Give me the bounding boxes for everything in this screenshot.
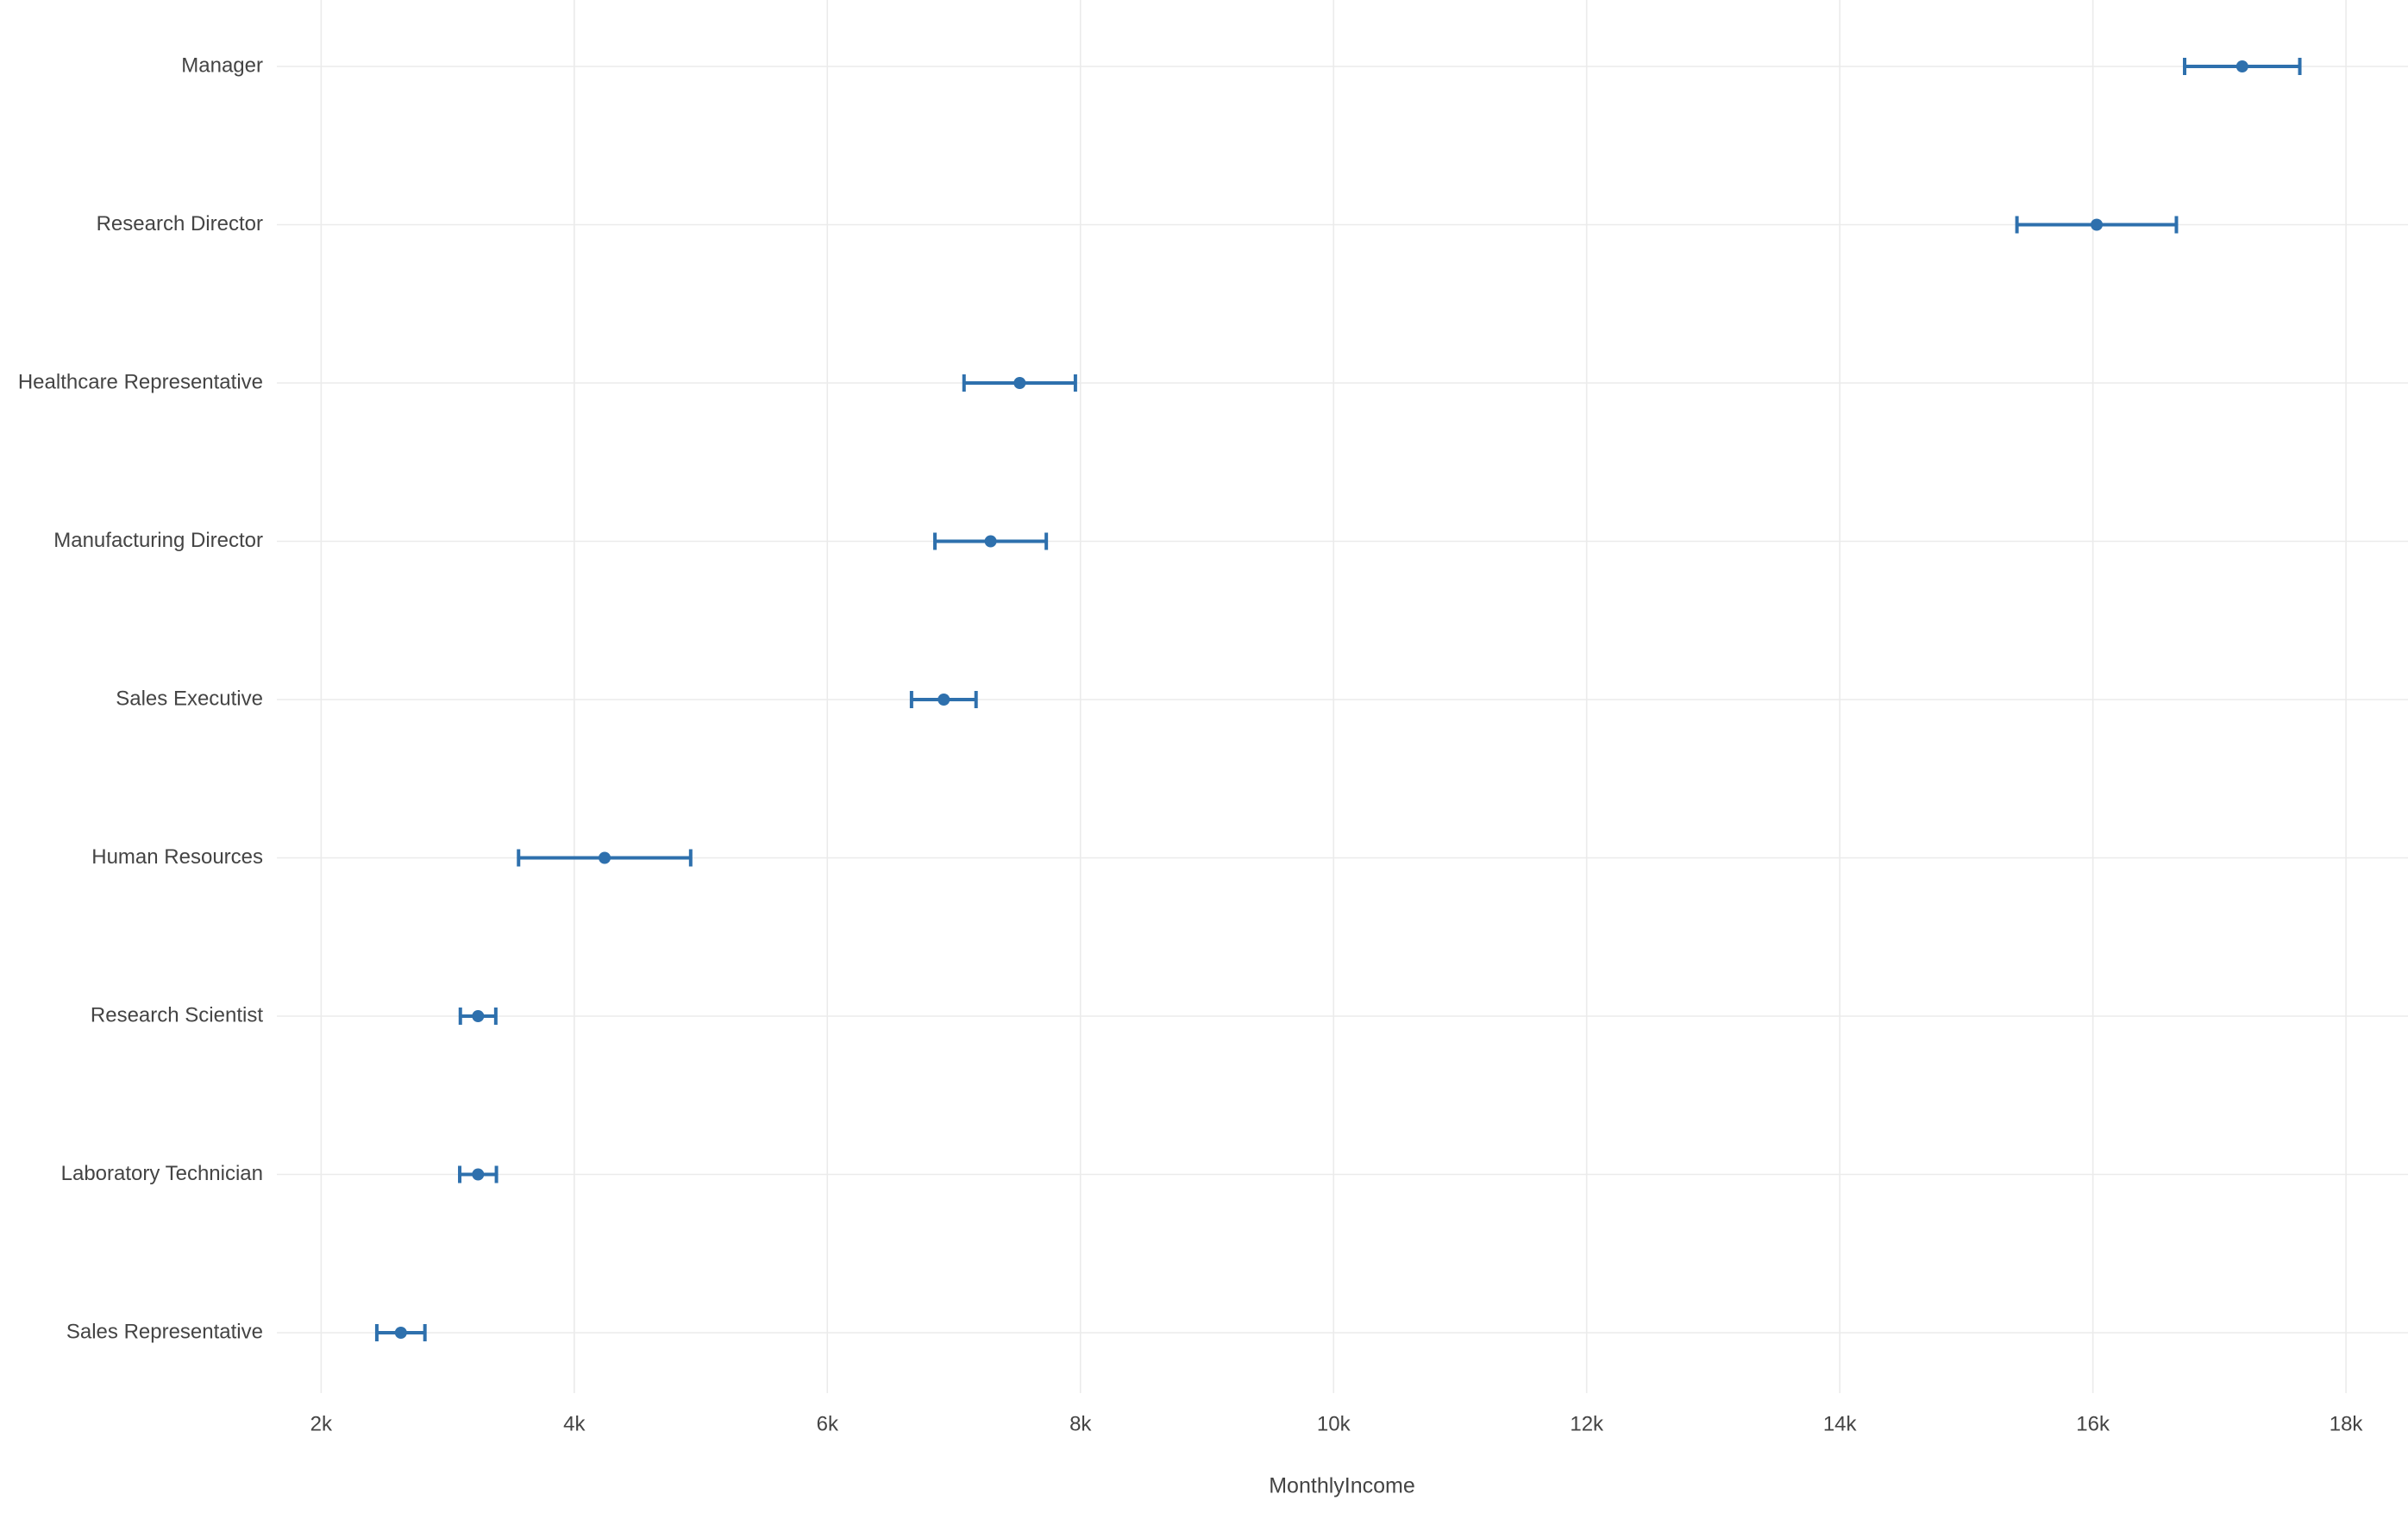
- y-tick-label: Manager: [181, 53, 263, 77]
- x-tick-label: 8k: [1069, 1412, 1092, 1435]
- y-tick-label: Human Resources: [91, 845, 263, 869]
- point: [2236, 60, 2248, 72]
- y-tick-label: Research Director: [97, 212, 263, 235]
- x-tick-label: 4k: [563, 1412, 586, 1435]
- y-tick-label: Research Scientist: [91, 1003, 263, 1026]
- x-tick-label: 10k: [1317, 1412, 1351, 1435]
- point: [2091, 218, 2104, 231]
- x-tick-label: 12k: [1570, 1412, 1604, 1435]
- x-axis-title: MonthlyIncome: [1269, 1474, 1415, 1498]
- y-tick-label: Sales Executive: [116, 687, 263, 710]
- x-tick-label: 14k: [1823, 1412, 1858, 1435]
- y-tick-label: Sales Representative: [66, 1320, 263, 1343]
- point: [937, 694, 950, 706]
- point: [599, 851, 611, 864]
- x-tick-label: 16k: [2076, 1412, 2110, 1435]
- point: [472, 1168, 485, 1181]
- y-tick-label: Manufacturing Director: [53, 529, 263, 552]
- y-tick-label: Healthcare Representative: [18, 370, 263, 393]
- y-tick-label: Laboratory Technician: [61, 1162, 263, 1185]
- point: [1013, 377, 1026, 389]
- x-tick-label: 18k: [2330, 1412, 2364, 1435]
- x-tick-label: 6k: [817, 1412, 839, 1435]
- point: [472, 1010, 485, 1022]
- point: [984, 535, 997, 548]
- point: [394, 1327, 407, 1339]
- x-tick-label: 2k: [310, 1412, 333, 1435]
